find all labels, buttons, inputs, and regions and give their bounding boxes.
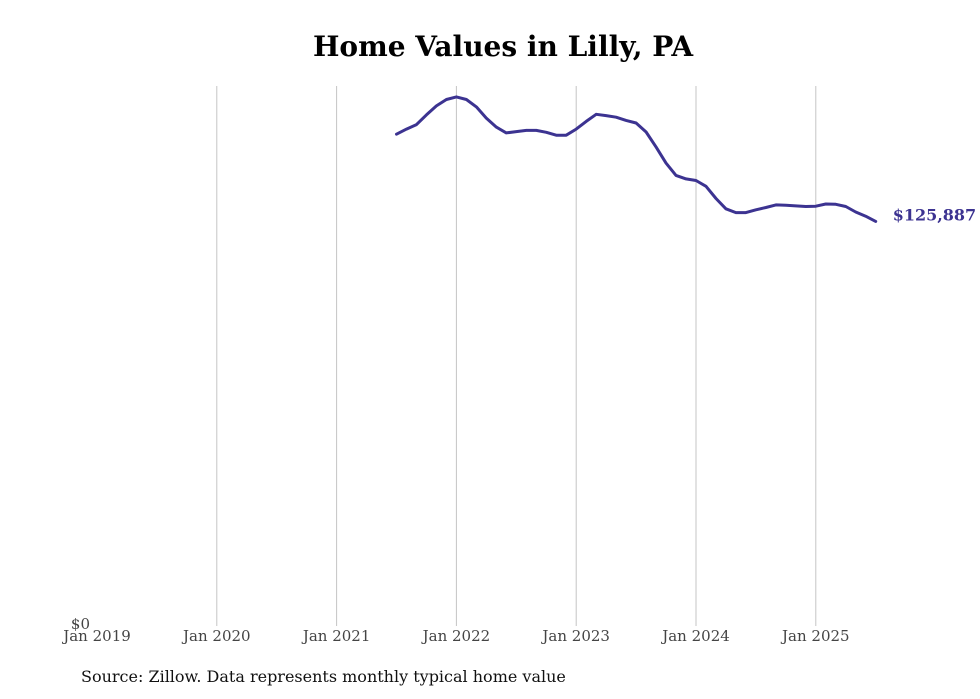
y-tick-label: $0 (71, 615, 90, 633)
x-tick-label: Jan 2023 (540, 627, 610, 645)
x-tick-label: Jan 2020 (181, 627, 251, 645)
x-tick-label: Jan 2021 (301, 627, 371, 645)
x-tick-label: Jan 2025 (780, 627, 850, 645)
x-tick-label: Jan 2022 (421, 627, 491, 645)
end-value-label: $125,887 (893, 205, 977, 224)
vertical-grid (216, 86, 817, 626)
y-axis-ticks: $0 (71, 615, 90, 633)
x-tick-label: Jan 2024 (660, 627, 730, 645)
x-axis-ticks: Jan 2019 Jan 2020 Jan 2021 Jan 2022 Jan 2023… (61, 627, 849, 645)
chart-title: Home Values in Lilly, PA (312, 30, 694, 63)
series-line (395, 95, 878, 223)
series-layer: $125,887 (395, 95, 977, 224)
source-note: Source: Zillow. Data represents monthly … (81, 667, 566, 686)
x-tick-label: Jan 2019 (61, 627, 131, 645)
